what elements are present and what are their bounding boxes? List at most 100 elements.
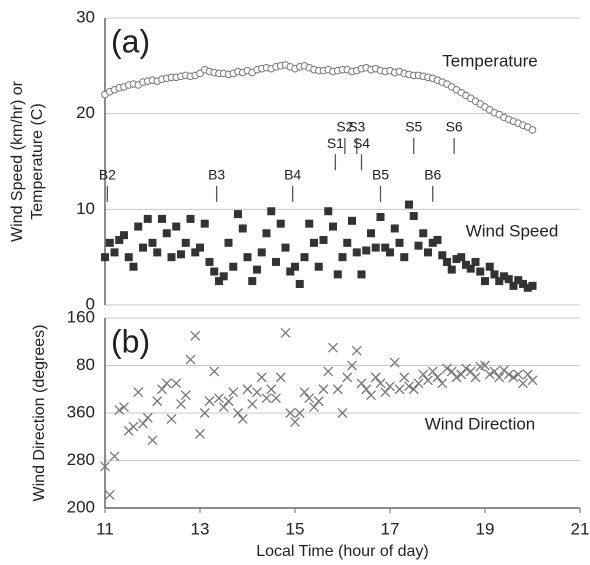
wind-speed-point	[219, 272, 228, 281]
wind-speed-point	[143, 214, 152, 223]
wind-direction-point	[361, 384, 372, 395]
wind-direction-point	[437, 378, 448, 389]
series-label: Wind Speed	[466, 221, 559, 240]
y-tick-label: 10	[76, 199, 95, 218]
wind-direction-point	[480, 360, 490, 371]
wind-direction-point	[147, 435, 158, 446]
temperature-point	[528, 126, 537, 134]
wind-speed-point	[186, 214, 195, 223]
y-tick-label: 160	[67, 307, 95, 326]
y-tick-label: 360	[67, 402, 95, 421]
x-tick-label: 19	[476, 519, 495, 538]
wind-speed-point	[191, 248, 200, 257]
wind-speed-point	[376, 212, 385, 221]
wind-speed-point	[466, 264, 475, 273]
wind-direction-point	[351, 345, 362, 356]
wind-direction-point	[285, 408, 296, 418]
wind-speed-point	[224, 238, 233, 247]
wind-direction-point	[271, 393, 281, 404]
wind-speed-point	[343, 238, 352, 247]
wind-speed-point	[105, 238, 114, 247]
wind-speed-point	[300, 253, 309, 262]
wind-speed-point	[295, 279, 304, 288]
wind-direction-point	[100, 461, 110, 472]
wind-direction-point	[252, 387, 262, 398]
wind-direction-point	[484, 369, 495, 380]
wind-direction-point	[328, 342, 338, 353]
wind-direction-point	[366, 390, 376, 401]
wind-speed-point	[338, 253, 347, 262]
wind-direction-point	[418, 369, 429, 380]
wind-speed-point	[452, 255, 461, 264]
wind-speed-point	[310, 238, 318, 247]
y-tick-label: 0	[86, 294, 95, 313]
wind-speed-point	[447, 265, 456, 274]
wind-speed-point	[115, 235, 124, 244]
wind-direction-point	[522, 369, 533, 380]
wind-direction-point	[104, 489, 115, 500]
wind-direction-point	[323, 366, 334, 377]
wind-speed-point	[110, 248, 119, 257]
wind-speed-point	[229, 262, 238, 271]
wind-direction-point	[342, 372, 353, 383]
wind-speed-point	[509, 281, 518, 290]
y-tick-label: 280	[67, 450, 95, 469]
wind-speed-point	[291, 262, 299, 271]
wind-direction-point	[138, 418, 148, 429]
wind-speed-point	[172, 222, 181, 231]
wind-speed-point	[234, 210, 242, 219]
wind-direction-point	[456, 369, 467, 380]
wind-speed-point	[438, 251, 447, 260]
wind-direction-point	[309, 402, 319, 413]
wind-speed-point	[267, 207, 276, 216]
wind-direction-point	[142, 412, 153, 423]
wind-direction-point	[261, 393, 272, 404]
wind-speed-point	[528, 281, 537, 290]
wind-direction-point	[133, 387, 144, 398]
wind-speed-point	[200, 219, 209, 228]
wind-speed-point	[205, 257, 214, 266]
annotation-label: S4	[353, 135, 370, 151]
wind-direction-point	[489, 366, 500, 377]
wind-speed-point	[153, 248, 162, 257]
wind-direction-point	[527, 375, 538, 386]
x-tick-label: 15	[286, 519, 305, 538]
wind-speed-point	[352, 248, 361, 257]
wind-direction-point	[442, 363, 452, 374]
wind-direction-point	[347, 360, 357, 371]
wind-direction-point	[399, 372, 410, 383]
y-tick-label: 80	[76, 355, 95, 374]
wind-direction-point	[256, 372, 267, 383]
x-tick-label: 17	[381, 519, 400, 538]
wind-speed-point	[215, 277, 223, 286]
wind-speed-point	[238, 224, 247, 233]
wind-speed-point	[357, 270, 366, 279]
wind-direction-point	[494, 372, 505, 383]
annotation-label: S3	[348, 119, 365, 135]
wind-speed-point	[286, 267, 295, 276]
wind-direction-point	[294, 408, 305, 418]
wind-direction-point	[389, 357, 400, 368]
y-tick-label: 30	[76, 7, 95, 26]
wind-speed-point	[248, 277, 257, 286]
wind-direction-point	[465, 366, 476, 377]
wind-speed-point	[500, 272, 508, 281]
wind-direction-point	[518, 378, 528, 389]
wind-direction-point	[394, 384, 405, 395]
wind-speed-point	[381, 243, 390, 252]
wind-speed-point	[471, 257, 480, 266]
wind-direction-point	[461, 363, 471, 374]
x-tick-label: 13	[191, 519, 210, 538]
wind-speed-point	[348, 216, 356, 225]
wind-speed-point	[371, 243, 380, 252]
wind-direction-point	[513, 369, 524, 380]
wind-speed-point	[281, 243, 290, 252]
wind-direction-point	[280, 327, 291, 338]
wind-speed-point	[490, 270, 499, 279]
wind-direction-point	[223, 396, 234, 407]
wind-speed-point	[428, 238, 437, 247]
wind-direction-point	[233, 408, 243, 418]
panel-label: (b)	[111, 323, 150, 359]
wind-speed-point	[414, 241, 423, 250]
